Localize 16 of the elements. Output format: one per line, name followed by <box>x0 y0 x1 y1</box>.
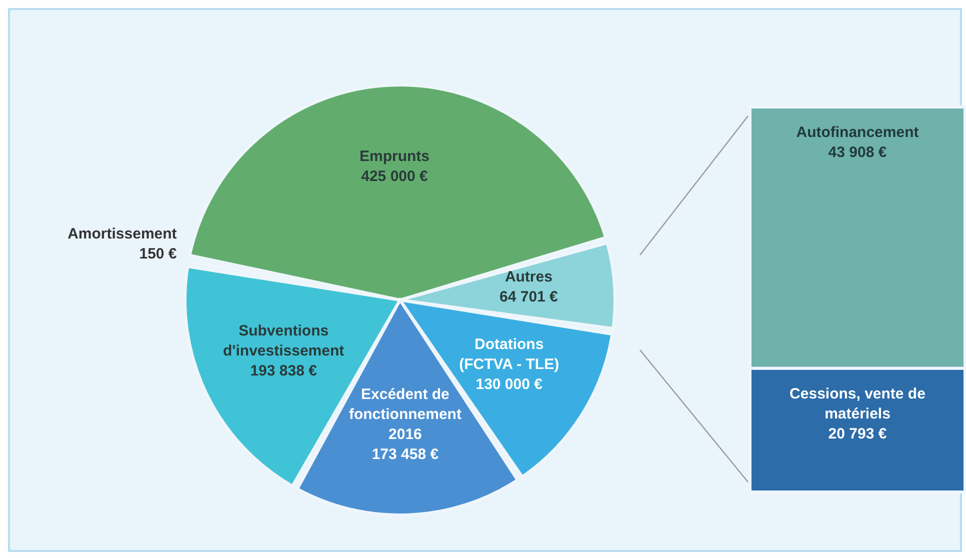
slice-label: Amortissement <box>68 226 177 243</box>
slice-label: Emprunts <box>359 148 430 166</box>
data-label: 173 458 € <box>372 446 440 463</box>
data-label: 425 000 € <box>361 168 429 186</box>
data-label: 193 838 € <box>250 362 318 380</box>
data-label: 150 € <box>139 246 178 263</box>
slice-label: Excédent de fonctionnement 2016 <box>348 386 462 443</box>
series-label: Cessions, vente de matériels <box>790 385 926 422</box>
data-label: 20 793 € <box>828 425 888 442</box>
slice-label: Dotations (FCTVA - TLE) <box>459 336 560 373</box>
slice-label: Subventions d'investissement <box>223 322 344 360</box>
series-label: Autofinancement <box>796 124 919 141</box>
data-label: 130 000 € <box>476 376 544 393</box>
slice-label: Autres <box>504 268 552 286</box>
data-label: 43 908 € <box>828 144 888 161</box>
data-label: 64 701 € <box>500 288 559 306</box>
